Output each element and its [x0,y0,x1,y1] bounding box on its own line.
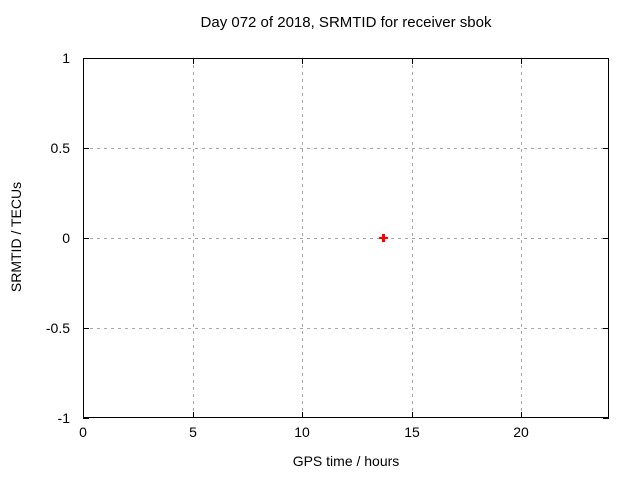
y-tick-right [603,238,609,239]
y-tick-left [83,238,89,239]
y-tick-label: 0 [62,230,70,246]
data-point-marker [381,234,385,242]
x-tick-top [521,58,522,64]
y-gridline [83,328,609,329]
y-tick-label: -0.5 [45,320,70,336]
y-tick-right [603,148,609,149]
chart-title: Day 072 of 2018, SRMTID for receiver sbo… [200,14,492,31]
x-tick-top [83,58,84,64]
x-tick-top [193,58,194,64]
y-tick-label: 0.5 [50,140,70,156]
x-axis-label: GPS time / hours [292,453,400,469]
y-tick-left [83,418,89,419]
x-tick-label: 10 [294,424,310,440]
x-tick-bottom [83,412,84,418]
x-tick-bottom [193,412,194,418]
y-tick-label: 1 [62,50,70,66]
y-tick-right [603,418,609,419]
x-tick-label: 15 [404,424,420,440]
x-tick-bottom [521,412,522,418]
y-tick-label: -1 [57,410,70,426]
y-tick-left [83,58,89,59]
x-tick-top [412,58,413,64]
y-tick-right [603,58,609,59]
x-tick-label: 0 [79,424,87,440]
x-tick-bottom [412,412,413,418]
y-tick-right [603,328,609,329]
x-tick-bottom [302,412,303,418]
x-tick-label: 20 [513,424,529,440]
y-gridline [83,148,609,149]
y-tick-left [83,328,89,329]
y-gridline [83,238,609,239]
y-tick-left [83,148,89,149]
x-tick-top [302,58,303,64]
x-tick-label: 5 [189,424,197,440]
